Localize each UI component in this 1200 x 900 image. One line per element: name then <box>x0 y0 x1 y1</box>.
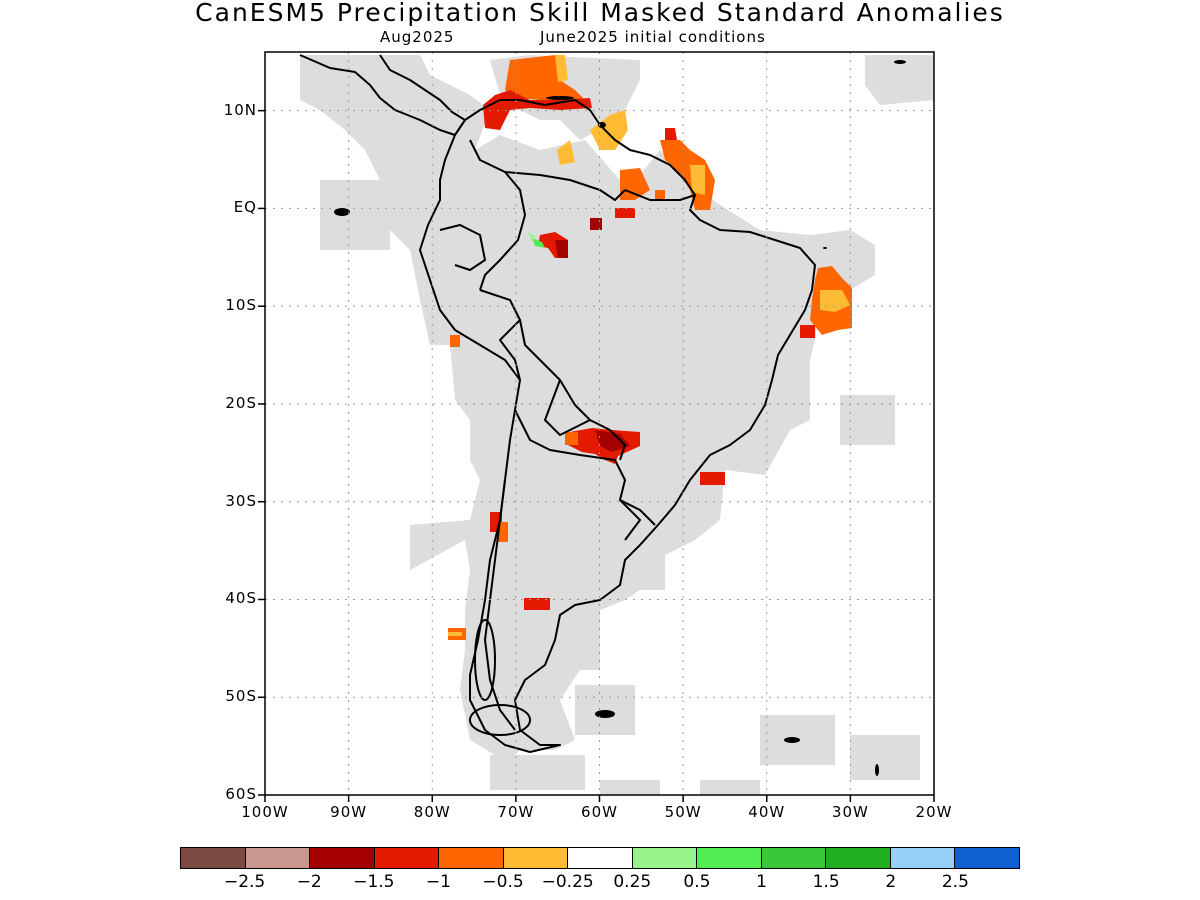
colorbar-swatch <box>632 848 698 868</box>
lon-tick-label: 40W <box>748 803 786 821</box>
colorbar-swatch <box>697 848 762 868</box>
colorbar-label: 1.5 <box>812 872 840 892</box>
colorbar-label: −2.5 <box>223 872 266 892</box>
anomaly-caribbean-north <box>505 55 590 105</box>
anomaly-caribbean-light <box>555 55 568 82</box>
lon-tick-label: 70W <box>497 803 535 821</box>
border-argentina <box>514 409 656 526</box>
colorbar-swatch <box>245 848 311 868</box>
anomaly-guianas-red <box>665 128 677 140</box>
lon-tick-label: 60W <box>581 803 618 821</box>
colorbar-label: −0.5 <box>482 872 524 892</box>
anomaly-amazon-wet <box>532 238 545 248</box>
lat-tick-label: 20S <box>225 393 257 412</box>
border-ecuador <box>439 224 486 271</box>
colorbar-label: 1 <box>756 872 767 892</box>
lat-tick-label: 10S <box>225 296 257 315</box>
lat-tick-label: 40S <box>225 589 257 608</box>
colorbar-swatch <box>826 848 891 868</box>
trinidad <box>598 122 606 128</box>
central-america-outline <box>299 54 466 136</box>
colorbar-swatch <box>568 848 633 868</box>
target-month: Aug2025 <box>380 28 455 46</box>
colorbar-swatch <box>503 848 569 868</box>
central-america-north <box>379 54 466 121</box>
anomaly-ne-brazil-red <box>800 325 815 338</box>
colorbar-label: 0.5 <box>683 872 711 892</box>
anomaly-guianas-light <box>690 165 705 195</box>
skill-mask <box>300 55 934 795</box>
colorbar-label: −0.25 <box>541 872 594 892</box>
islands <box>334 60 906 776</box>
galapagos-islands <box>334 208 350 216</box>
border-venezuela <box>504 171 626 201</box>
colorbar-label: −1.5 <box>353 872 395 892</box>
border-peru-bolivia <box>499 319 521 381</box>
anomaly-orinoco-red <box>615 208 635 218</box>
anomaly-chile-central-orange <box>498 522 508 542</box>
tierra-del-fuego-islands <box>469 704 531 736</box>
falkland-islands <box>595 710 615 718</box>
anomaly-amazon-west-dark <box>555 240 568 258</box>
anomaly-guianas-orange-small <box>655 190 665 200</box>
lat-tick-label: EQ <box>233 198 257 217</box>
cape-verde-islands <box>894 60 906 64</box>
colorbar-label: 2 <box>885 872 897 892</box>
colorbar <box>180 847 1020 869</box>
colorbar-swatch <box>374 848 440 868</box>
anomaly-patagonia <box>524 598 550 610</box>
lon-tick-label: 20W <box>915 803 953 821</box>
colorbar-swatch <box>439 848 504 868</box>
border-paraguay <box>609 429 626 461</box>
colorbar-swatch <box>761 848 827 868</box>
anomaly-peru <box>450 335 460 347</box>
south-america-outline <box>419 99 816 753</box>
axis-ticks <box>258 109 935 802</box>
lat-tick-label: 10N <box>223 100 257 119</box>
colorbar-swatch <box>890 848 956 868</box>
tristan-islands <box>875 764 879 776</box>
lon-tick-label: 50W <box>664 803 702 821</box>
colorbar-label: −1 <box>425 872 451 892</box>
initial-conditions: June2025 initial conditions <box>540 28 766 46</box>
chart-title: CanESM5 Precipitation Skill Masked Stand… <box>195 0 1005 27</box>
chiloe-islands <box>474 619 496 701</box>
lon-tick-label: 80W <box>413 803 451 821</box>
anomaly-chile-south-light <box>448 632 462 636</box>
anomaly-paraguay-orange <box>565 432 578 445</box>
colorbar-label: −2 <box>296 872 322 892</box>
colorbar-swatch <box>181 848 246 868</box>
lon-tick-label: 30W <box>831 803 869 821</box>
border-uruguay <box>619 499 641 541</box>
lat-tick-label: 30S <box>225 491 257 510</box>
colorbar-label: 0.25 <box>613 872 652 892</box>
south-georgia <box>784 737 800 743</box>
lat-tick-label: 60S <box>225 785 257 803</box>
border-colombia <box>469 139 526 291</box>
border-guianas <box>624 189 696 201</box>
border-bolivia <box>544 379 591 436</box>
caribbean-islands <box>546 96 574 100</box>
anomaly-paraguay-dark <box>595 430 630 452</box>
fernando-de-noronha <box>823 247 827 249</box>
colorbar-swatch <box>955 848 1019 868</box>
lon-tick-label: 100W <box>241 803 289 821</box>
lat-tick-label: 50S <box>225 687 257 706</box>
anomaly-guiana-dark <box>590 218 602 230</box>
lon-tick-label: 90W <box>330 803 368 821</box>
anomaly-venezuela-small <box>557 140 575 165</box>
colorbar-swatch <box>310 848 375 868</box>
colorbar-label: 2.5 <box>941 872 969 892</box>
anomaly-south-brazil <box>700 472 725 485</box>
anomaly-amazon-wet-light <box>528 232 535 242</box>
